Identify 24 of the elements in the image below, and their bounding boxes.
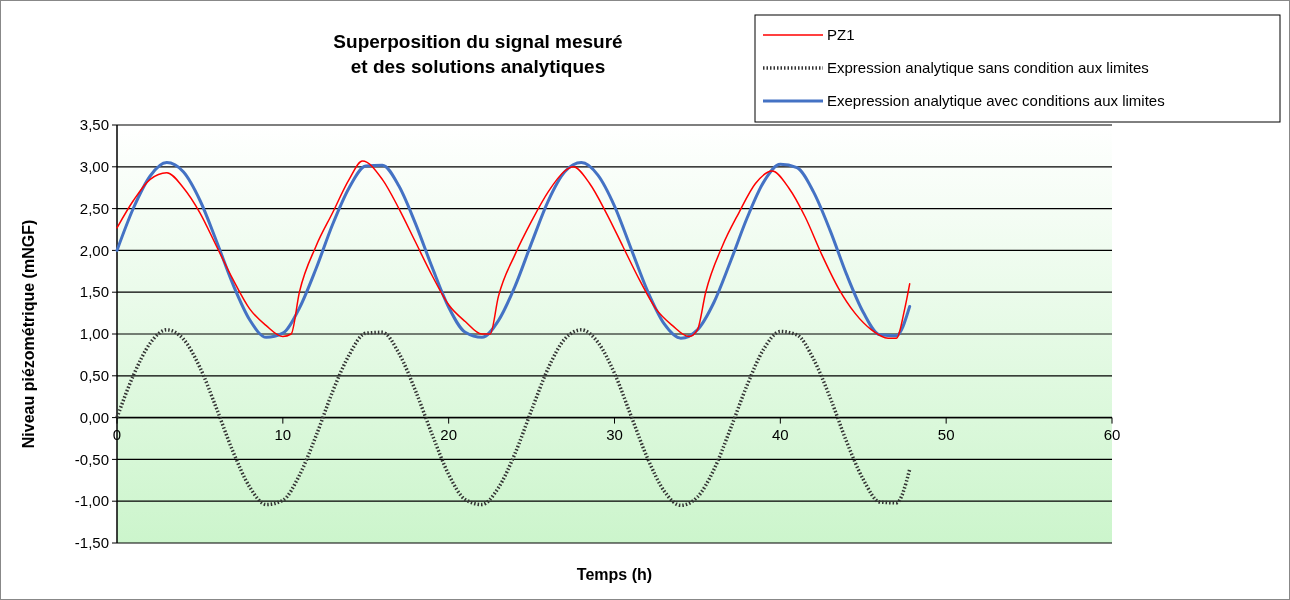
y-tick-label: 0,50 (79, 367, 109, 385)
x-tick-label: 10 (274, 425, 292, 443)
y-tick-label: 0,00 (79, 408, 109, 426)
y-tick-label: 2,00 (79, 241, 109, 259)
y-tick-label: 1,50 (79, 283, 109, 301)
y-tick-label: 3,00 (79, 158, 109, 176)
x-tick-label: 50 (937, 425, 955, 443)
y-tick-label: 3,50 (79, 116, 109, 134)
x-axis-title: Temps (h) (576, 566, 653, 583)
y-tick-label: -1,00 (74, 492, 109, 510)
y-axis-title: Niveau piézométrique (mNGF) (20, 219, 37, 449)
y-tick-label: -1,50 (74, 534, 109, 552)
chart-title: Superposition du signal mesuré et des solutions analytiques (333, 31, 623, 77)
x-tick-label: 30 (606, 425, 623, 443)
y-tick-label: 1,00 (79, 325, 109, 343)
legend-label: Expression analytique sans condition aux limites (827, 59, 1149, 77)
legend-label: Exepression analytique avec conditions aux limites (827, 92, 1165, 110)
x-tick-label: 20 (440, 425, 458, 443)
legend-label: PZ1 (827, 26, 855, 44)
line-series (115, 328, 912, 508)
x-tick-label: 60 (1103, 425, 1121, 443)
x-tick-label: 40 (771, 425, 789, 443)
y-tick-label: -0,50 (74, 450, 109, 468)
y-tick-label: 2,50 (79, 199, 109, 217)
